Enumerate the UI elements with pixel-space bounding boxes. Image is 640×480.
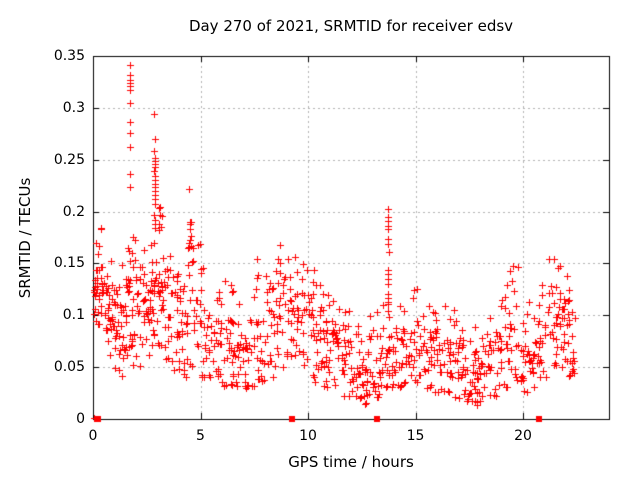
- x-tick-label: 20: [514, 428, 532, 444]
- y-tick-label: 0.15: [53, 255, 85, 272]
- y-tick-label: 0.1: [62, 307, 85, 324]
- x-tick-label: 5: [196, 428, 205, 444]
- x-tick-label: 10: [299, 428, 317, 444]
- y-tick-label: 0.35: [53, 48, 85, 64]
- y-tick-label: 0.3: [62, 99, 85, 116]
- x-tick-label: 0: [88, 428, 98, 444]
- x-tick-label: 15: [406, 428, 425, 444]
- y-tick-label: 0.05: [53, 359, 85, 376]
- x-axis-label: GPS time / hours: [288, 453, 414, 471]
- chart-title: Day 270 of 2021, SRMTID for receiver eds…: [188, 17, 514, 35]
- y-tick-label: 0.2: [62, 203, 85, 220]
- y-tick-label: 0.25: [53, 151, 85, 168]
- y-tick-label: 0: [76, 411, 85, 427]
